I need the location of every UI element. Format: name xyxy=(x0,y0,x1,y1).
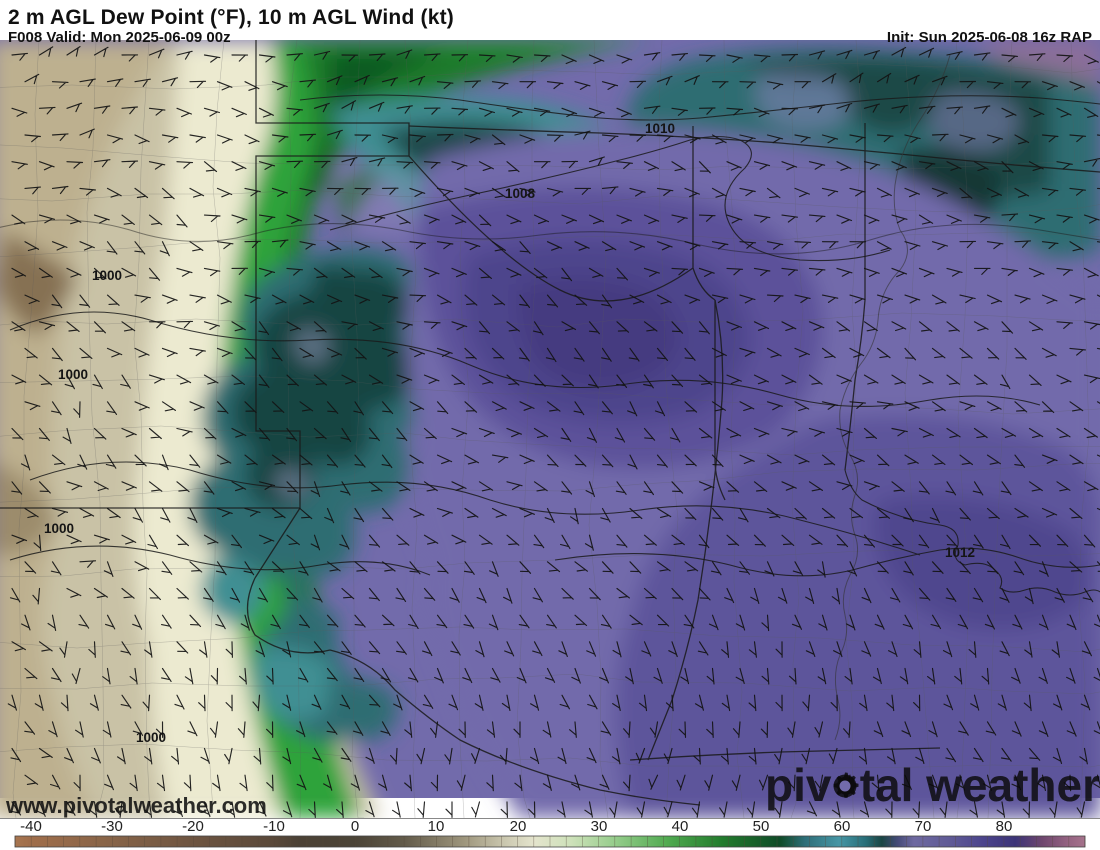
svg-text:60: 60 xyxy=(834,818,851,835)
svg-text:-20: -20 xyxy=(182,818,204,835)
svg-text:50: 50 xyxy=(753,818,770,835)
svg-text:-30: -30 xyxy=(101,818,123,835)
svg-text:-10: -10 xyxy=(263,818,285,835)
svg-text:70: 70 xyxy=(915,818,932,835)
svg-text:-40: -40 xyxy=(20,818,42,835)
svg-text:0: 0 xyxy=(351,818,359,835)
svg-text:30: 30 xyxy=(591,818,608,835)
svg-text:10: 10 xyxy=(428,818,445,835)
svg-text:80: 80 xyxy=(996,818,1013,835)
svg-text:20: 20 xyxy=(510,818,527,835)
svg-text:40: 40 xyxy=(672,818,689,835)
